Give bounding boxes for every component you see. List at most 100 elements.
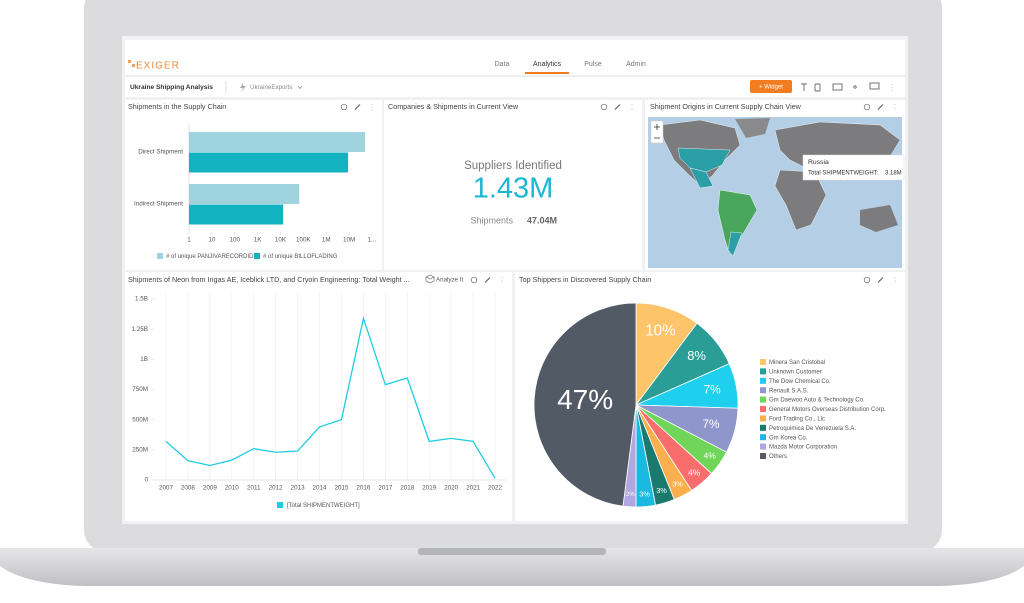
- pie-label: 10%: [645, 322, 675, 339]
- legend-label[interactable]: # of unique BILLOFLADING: [263, 254, 338, 260]
- map-land: [735, 118, 770, 138]
- logo-mark: [128, 60, 131, 63]
- legend-label[interactable]: Minera San Cristobal: [769, 360, 825, 366]
- share-icon[interactable]: [853, 85, 857, 89]
- info-icon[interactable]: [470, 276, 478, 284]
- tooltip-label: Total SHIPMENTWEIGHT:: [808, 171, 879, 177]
- dataset-selector[interactable]: UkraineExports: [250, 84, 292, 91]
- x-tick-label: 2009: [203, 485, 218, 492]
- edit-icon[interactable]: [484, 277, 491, 283]
- present-icon[interactable]: [869, 82, 880, 90]
- legend-swatch: [760, 396, 766, 403]
- x-tick-label: 100K: [296, 237, 312, 244]
- tooltip-value: 3.18M: [885, 171, 902, 177]
- nav: Data Analytics Pulse Admin: [495, 61, 646, 74]
- text-icon[interactable]: [801, 83, 807, 91]
- panel: [125, 272, 512, 521]
- widget-button-label[interactable]: + Widget: [759, 85, 783, 91]
- x-tick-label: 2015: [334, 485, 349, 492]
- x-tick-label: 2008: [181, 485, 196, 492]
- bar: [189, 184, 300, 204]
- x-tick-label: 1: [187, 237, 191, 244]
- panel-title: Shipments of Neon from Ingas AE, Iceblic…: [128, 275, 410, 284]
- edit-icon[interactable]: [614, 104, 621, 110]
- legend-swatch: [157, 253, 163, 259]
- x-tick-label: 10K: [275, 237, 287, 244]
- y-tick-label: 250M: [132, 447, 148, 454]
- legend-swatch: [760, 443, 766, 450]
- kpi-sub-label: Shipments: [470, 215, 513, 225]
- pie-label: 8%: [687, 348, 706, 363]
- legend-swatch: [277, 502, 283, 508]
- x-tick-label: 2019: [422, 485, 437, 492]
- charts: 1 10 100 1K 10K 100K 1M 10M 1... Direct Shipment I…: [132, 103, 896, 509]
- zoom-control[interactable]: [650, 120, 664, 144]
- edit-icon[interactable]: [354, 104, 361, 110]
- nav-item[interactable]: Analytics: [533, 61, 562, 68]
- pie-label: 3%: [672, 480, 683, 489]
- screen: EXIGER Data Analytics Pulse Admin Ukraine S…: [125, 40, 905, 521]
- x-tick-label: 2020: [444, 485, 459, 492]
- legend-swatch: [760, 387, 766, 394]
- x-tick-label: 100: [229, 237, 240, 244]
- edit-icon[interactable]: [877, 277, 884, 283]
- pie-label: 4%: [703, 451, 716, 461]
- nav-item[interactable]: Data: [495, 61, 510, 68]
- legend-swatch: [760, 359, 766, 365]
- x-tick-label: 2010: [225, 485, 240, 492]
- legend-swatch: [760, 377, 766, 384]
- pie-label: 7%: [702, 417, 720, 431]
- legend-label[interactable]: [Total SHIPMENTWEIGHT]: [287, 503, 360, 509]
- y-tick-label: Indirect Shipment: [134, 201, 183, 208]
- x-tick-label: 2017: [378, 485, 393, 492]
- pie-label: 2%: [626, 491, 635, 498]
- nav-item[interactable]: Pulse: [584, 61, 602, 68]
- map-tooltip: [802, 154, 905, 181]
- legend-swatch: [760, 434, 766, 441]
- info-icon[interactable]: [340, 103, 348, 111]
- legend-label[interactable]: Gm Korea Co.: [769, 435, 808, 441]
- y-tick-label: 500M: [132, 416, 148, 423]
- info-icon[interactable]: [863, 103, 871, 111]
- dashboard-title: Ukraine Shipping Analysis: [130, 84, 213, 91]
- legend-label[interactable]: General Motors Overseas Distribution Cor…: [769, 407, 886, 413]
- x-tick-label: 2018: [400, 485, 415, 492]
- pie-slice[interactable]: [533, 302, 637, 507]
- panel-title: Shipment Origins in Current Supply Chain…: [650, 102, 802, 111]
- x-tick-label: 10: [208, 237, 216, 244]
- legend-label[interactable]: Petroquimica De Venezuela S.A.: [769, 426, 856, 432]
- filter-icon[interactable]: [814, 83, 821, 92]
- x-tick-label: 2014: [313, 485, 328, 492]
- x-tick-label: 1K: [254, 237, 263, 244]
- laptop-notch: [418, 548, 606, 555]
- legend-label[interactable]: Others: [769, 454, 787, 460]
- bar: [189, 132, 366, 152]
- nav-item[interactable]: Admin: [626, 61, 646, 68]
- analyze-button[interactable]: Analyze It: [436, 277, 463, 284]
- legend-label[interactable]: The Dow Chemical Co.: [769, 379, 831, 385]
- pie-label: 7%: [704, 382, 722, 396]
- legend-label[interactable]: Mazda Motor Corporation: [769, 445, 837, 451]
- logo-mark: [132, 64, 135, 67]
- legend-label[interactable]: Gm Daewoo Auto & Technology Co.: [769, 398, 865, 404]
- legend-label[interactable]: Renault S.A.S.: [769, 388, 809, 394]
- nav-active-underline: [525, 72, 569, 74]
- pie-label: 47%: [557, 384, 613, 415]
- legend-label[interactable]: # of unique PANJIVARECORDID: [166, 254, 254, 260]
- edit-icon[interactable]: [877, 104, 884, 110]
- pie-label: 3%: [639, 489, 650, 498]
- map[interactable]: Russia Total SHIPMENTWEIGHT: 3.18M: [648, 117, 905, 268]
- layout-icon[interactable]: [832, 83, 843, 91]
- map-country-highlight: [689, 167, 714, 189]
- panel-title: Top Shippers in Discovered Supply Chain: [519, 275, 651, 284]
- legend-swatch: [760, 424, 766, 431]
- kpi-value: 1.43M: [473, 173, 554, 205]
- x-tick-label: 2007: [159, 485, 174, 492]
- info-icon[interactable]: [600, 103, 608, 111]
- legend-label[interactable]: Ford Trading Co., Llc: [769, 416, 825, 422]
- widget-button[interactable]: [750, 80, 792, 93]
- info-icon[interactable]: [863, 276, 871, 284]
- legend-label[interactable]: Unknown Customer: [769, 369, 822, 375]
